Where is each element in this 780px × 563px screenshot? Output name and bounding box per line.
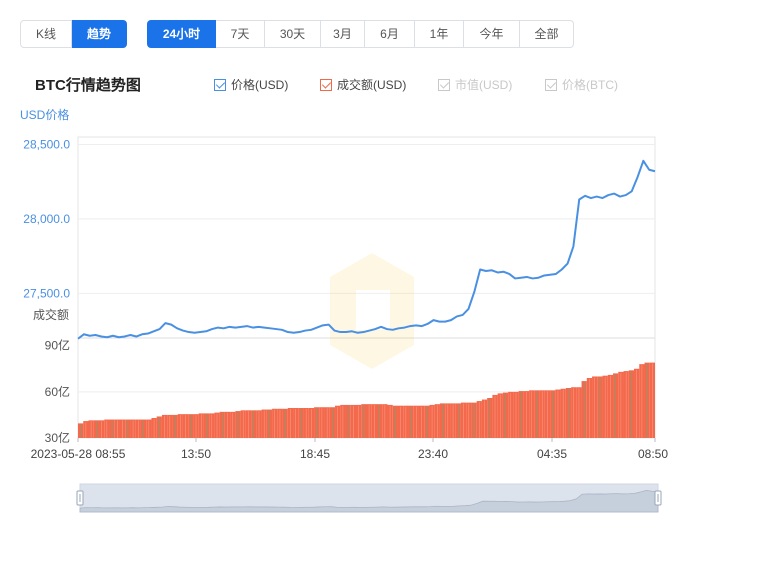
tab-range_tabs_left-0[interactable]: K线 [20, 20, 72, 48]
watermark-hexagon [330, 253, 414, 369]
price-axis-title: USD价格 [20, 107, 69, 122]
legend-item-1[interactable]: 成交额(USD) [320, 76, 406, 93]
checkbox-icon[interactable] [320, 78, 332, 91]
legend-label: 成交额(USD) [337, 78, 407, 92]
watermark-logo-icon [330, 253, 414, 369]
x-tick-label: 04:35 [537, 447, 567, 461]
tab-range_tabs_right-0[interactable]: 24小时 [147, 20, 216, 48]
tab-range_tabs_right-7[interactable]: 全部 [520, 20, 574, 48]
tab-range_tabs_right-4[interactable]: 6月 [365, 20, 415, 48]
legend-item-3[interactable]: 价格(BTC) [545, 76, 618, 93]
legend-item-0[interactable]: 价格(USD) [214, 76, 288, 93]
x-tick-label: 23:40 [418, 447, 448, 461]
x-tick-label: 13:50 [181, 447, 211, 461]
volume-axis-title: 成交额 [33, 307, 69, 322]
x-tick-label: 2023-05-28 08:55 [31, 447, 126, 461]
range-slider-preview [79, 489, 659, 513]
tab-range_tabs_right-2[interactable]: 30天 [265, 20, 321, 48]
volume-ytick-label: 30亿 [45, 430, 70, 445]
volume-ytick-label: 90亿 [45, 338, 70, 353]
checkbox-icon[interactable] [545, 78, 557, 91]
tab-range_tabs_right-5[interactable]: 1年 [415, 20, 464, 48]
x-tick-label: 18:45 [300, 447, 330, 461]
checkbox-icon[interactable] [438, 78, 450, 91]
legend-label: 价格(USD) [231, 78, 289, 92]
price-line [77, 159, 656, 340]
view-mode-tabs: K线 趋势 [20, 20, 127, 48]
tab-range_tabs_right-3[interactable]: 3月 [321, 20, 365, 48]
legend-label: 价格(BTC) [562, 78, 618, 92]
volume-ytick-label: 60亿 [45, 384, 70, 399]
tab-range_tabs_left-1[interactable]: 趋势 [72, 20, 127, 48]
checkbox-icon[interactable] [214, 78, 226, 91]
chart-title: BTC行情趋势图 [35, 77, 141, 94]
legend-item-2[interactable]: 市值(USD) [438, 76, 512, 93]
time-range-tabs: 24小时 7天 30天 3月 6月 1年 今年 全部 [147, 20, 574, 48]
price-ytick-label: 28,500.0 [23, 137, 70, 151]
tab-range_tabs_right-1[interactable]: 7天 [216, 20, 265, 48]
tab-range_tabs_right-6[interactable]: 今年 [464, 20, 520, 48]
watermark-inner [356, 290, 390, 330]
x-tick-label: 08:50 [638, 447, 668, 461]
price-ytick-label: 27,500.0 [23, 286, 70, 300]
price-ytick-label: 28,000.0 [23, 212, 70, 226]
legend-label: 市值(USD) [455, 78, 513, 92]
